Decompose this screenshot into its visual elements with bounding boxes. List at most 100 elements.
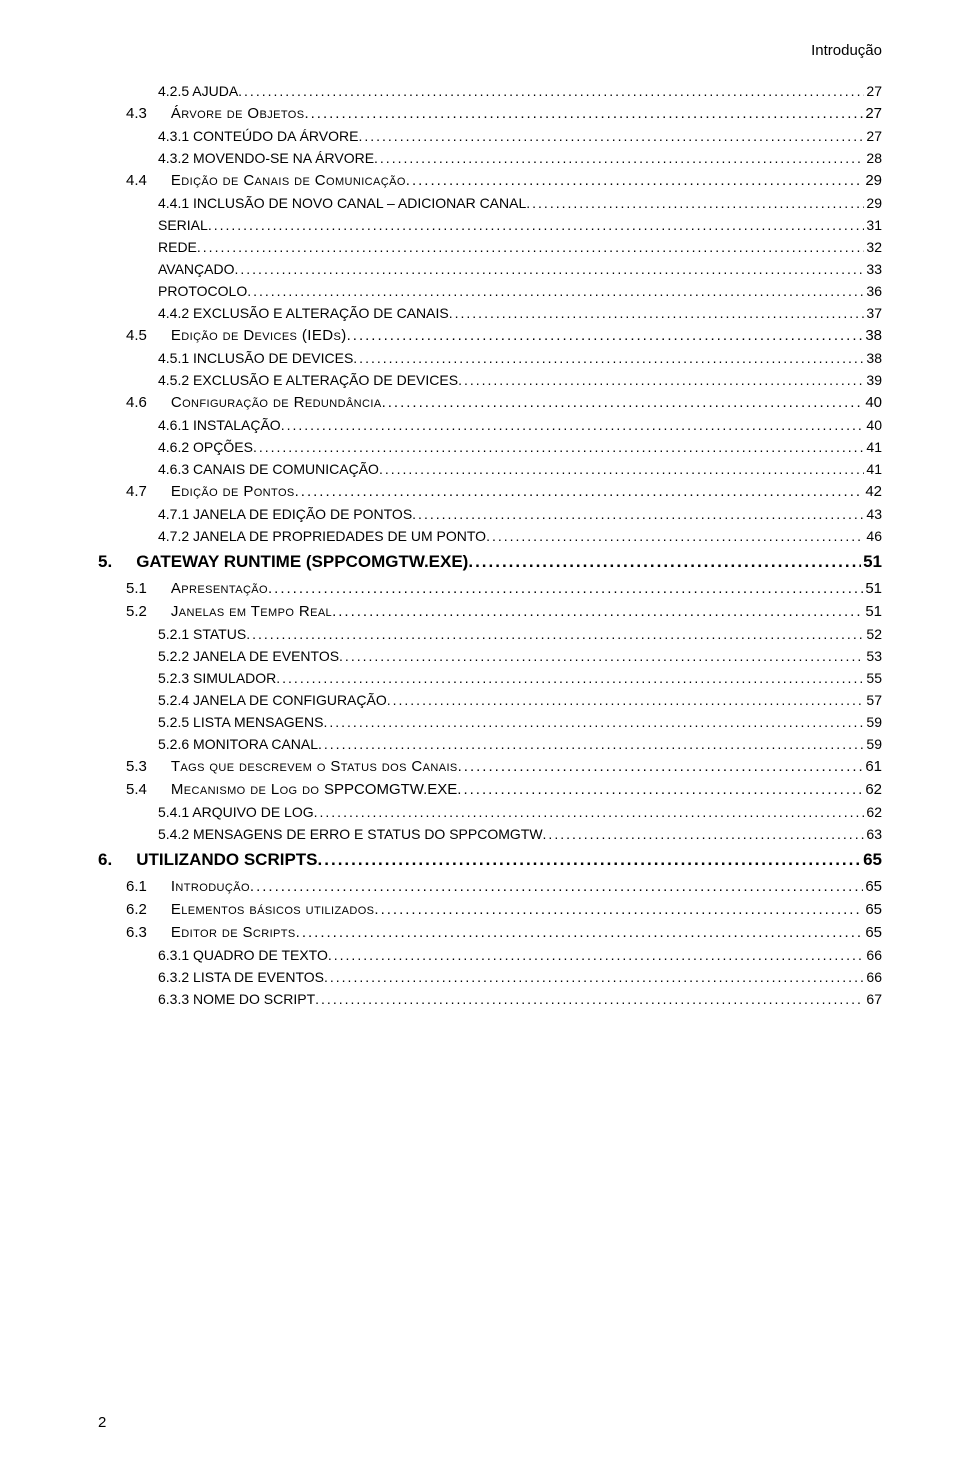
toc-entry: 4.5.1 INCLUSÃO DE DEVICES ..............…: [98, 350, 882, 366]
toc-container: 4.2.5 AJUDA ............................…: [98, 83, 882, 1007]
toc-leader: ........................................…: [208, 217, 865, 233]
toc-entry-page: 40: [863, 394, 882, 411]
toc-leader: ........................................…: [197, 239, 865, 255]
toc-entry: 5.2.2 JANELA DE EVENTOS ................…: [98, 648, 882, 664]
toc-leader: ........................................…: [315, 991, 864, 1007]
toc-entry-label: 4.7.2 JANELA DE PROPRIEDADES DE UM PONTO: [158, 528, 486, 544]
toc-entry-page: 65: [861, 850, 882, 870]
toc-leader: ........................................…: [314, 804, 865, 820]
toc-leader: ........................................…: [247, 283, 864, 299]
toc-entry-label: 4.6.3 CANAIS DE COMUNICAÇÃO: [158, 461, 379, 477]
toc-leader: ........................................…: [382, 394, 864, 411]
toc-entry-label: 5.2.2 JANELA DE EVENTOS: [158, 648, 339, 664]
toc-leader: ........................................…: [238, 83, 864, 99]
toc-entry-page: 66: [864, 969, 882, 985]
toc-entry: 6.3Editor de Scripts ...................…: [98, 924, 882, 941]
toc-entry-page: 37: [864, 305, 882, 321]
toc-leader: ........................................…: [412, 506, 864, 522]
toc-leader: ........................................…: [486, 528, 864, 544]
toc-entry-page: 42: [863, 483, 882, 500]
toc-leader: ........................................…: [526, 195, 864, 211]
toc-entry: 4.5Edição de Devices (IEDs) ............…: [98, 327, 882, 344]
toc-entry-label: 4.6.1 INSTALAÇÃO: [158, 417, 281, 433]
toc-entry-page: 38: [864, 350, 882, 366]
toc-leader: ........................................…: [281, 417, 865, 433]
toc-entry-label: SERIAL: [158, 217, 208, 233]
toc-entry: 6.2Elementos básicos utilizados ........…: [98, 901, 882, 918]
toc-entry-page: 51: [863, 580, 882, 597]
toc-entry-label: 6.3.1 QUADRO DE TEXTO: [158, 947, 328, 963]
toc-entry: 6.3.3 NOME DO SCRIPT ...................…: [98, 991, 882, 1007]
toc-entry-page: 33: [864, 261, 882, 277]
toc-entry-label: AVANÇADO: [158, 261, 235, 277]
toc-entry-label: 5.1Apresentação: [126, 580, 268, 597]
toc-entry: 5.4.1 ARQUIVO DE LOG ...................…: [98, 804, 882, 820]
toc-entry-label: 4.4.1 INCLUSÃO DE NOVO CANAL – ADICIONAR…: [158, 195, 526, 211]
toc-leader: ........................................…: [276, 670, 864, 686]
toc-entry-page: 41: [864, 461, 882, 477]
toc-leader: ........................................…: [449, 305, 865, 321]
toc-entry: 5.4Mecanismo de Log do SPPCOMGTW.EXE ...…: [98, 781, 882, 798]
toc-leader: ........................................…: [295, 483, 864, 500]
toc-leader: ........................................…: [458, 372, 864, 388]
toc-entry: AVANÇADO ...............................…: [98, 261, 882, 277]
toc-entry: 5.2.6 MONITORA CANAL ...................…: [98, 736, 882, 752]
toc-entry: 4.6.1 INSTALAÇÃO .......................…: [98, 417, 882, 433]
toc-entry-label: 5.2.5 LISTA MENSAGENS: [158, 714, 323, 730]
toc-leader: ........................................…: [458, 758, 864, 775]
toc-entry-page: 59: [864, 714, 882, 730]
toc-leader: ........................................…: [235, 261, 865, 277]
toc-entry-page: 65: [863, 924, 882, 941]
toc-leader: ........................................…: [374, 901, 863, 918]
running-header: Introdução: [98, 42, 882, 59]
toc-entry: 6.3.1 QUADRO DE TEXTO ..................…: [98, 947, 882, 963]
toc-leader: ........................................…: [250, 878, 863, 895]
page-number: 2: [98, 1414, 106, 1431]
toc-entry-label: 4.7.1 JANELA DE EDIÇÃO DE PONTOS: [158, 506, 412, 522]
toc-entry: 4.3.2 MOVENDO-SE NA ÁRVORE .............…: [98, 150, 882, 166]
toc-entry: 4.4.1 INCLUSÃO DE NOVO CANAL – ADICIONAR…: [98, 195, 882, 211]
toc-leader: ........................................…: [324, 969, 864, 985]
toc-entry-page: 27: [864, 83, 882, 99]
toc-leader: ........................................…: [339, 648, 864, 664]
toc-leader: ........................................…: [374, 150, 864, 166]
toc-entry-label: 5.4Mecanismo de Log do SPPCOMGTW.EXE: [126, 781, 457, 798]
toc-entry-page: 67: [864, 991, 882, 1007]
toc-entry: 4.7Edição de Pontos ....................…: [98, 483, 882, 500]
toc-leader: ........................................…: [318, 736, 864, 752]
toc-entry-label: 6.2Elementos básicos utilizados: [126, 901, 374, 918]
toc-entry-label: 5.2.6 MONITORA CANAL: [158, 736, 318, 752]
toc-leader: ........................................…: [387, 692, 865, 708]
toc-entry: 5.2.5 LISTA MENSAGENS ..................…: [98, 714, 882, 730]
toc-entry-page: 39: [864, 372, 882, 388]
toc-entry-page: 28: [864, 150, 882, 166]
toc-entry: 6.1Introdução ..........................…: [98, 878, 882, 895]
toc-entry-label: 4.6.2 OPÇÕES: [158, 439, 253, 455]
toc-entry: REDE ...................................…: [98, 239, 882, 255]
toc-entry: PROTOCOLO ..............................…: [98, 283, 882, 299]
toc-entry: 4.6.3 CANAIS DE COMUNICAÇÃO ............…: [98, 461, 882, 477]
toc-leader: ........................................…: [379, 461, 864, 477]
toc-entry-page: 62: [864, 804, 882, 820]
toc-entry-page: 41: [864, 439, 882, 455]
toc-entry-label: 6.3.3 NOME DO SCRIPT: [158, 991, 315, 1007]
toc-entry: 4.3.1 CONTEÚDO DA ÁRVORE ...............…: [98, 128, 882, 144]
toc-entry: 4.3Árvore de Objetos ...................…: [98, 105, 882, 122]
toc-entry-page: 51: [861, 552, 882, 572]
toc-entry-label: 4.3.1 CONTEÚDO DA ÁRVORE: [158, 128, 358, 144]
toc-entry-page: 29: [864, 195, 882, 211]
toc-entry: 5.4.2 MENSAGENS DE ERRO E STATUS DO SPPC…: [98, 826, 882, 842]
toc-entry: 4.2.5 AJUDA ............................…: [98, 83, 882, 99]
toc-entry-label: 4.4.2 EXCLUSÃO E ALTERAÇÃO DE CANAIS: [158, 305, 449, 321]
toc-entry: 5.2.1 STATUS ...........................…: [98, 626, 882, 642]
toc-entry-page: 59: [864, 736, 882, 752]
toc-leader: ........................................…: [304, 105, 863, 122]
toc-leader: ........................................…: [246, 626, 864, 642]
toc-entry-label: 5.2.4 JANELA DE CONFIGURAÇÃO: [158, 692, 387, 708]
toc-leader: ........................................…: [353, 350, 864, 366]
toc-entry-label: REDE: [158, 239, 197, 255]
toc-entry-page: 32: [864, 239, 882, 255]
toc-entry-label: 5.2.1 STATUS: [158, 626, 246, 642]
toc-entry-label: 5.2Janelas em Tempo Real: [126, 603, 332, 620]
toc-entry: SERIAL .................................…: [98, 217, 882, 233]
